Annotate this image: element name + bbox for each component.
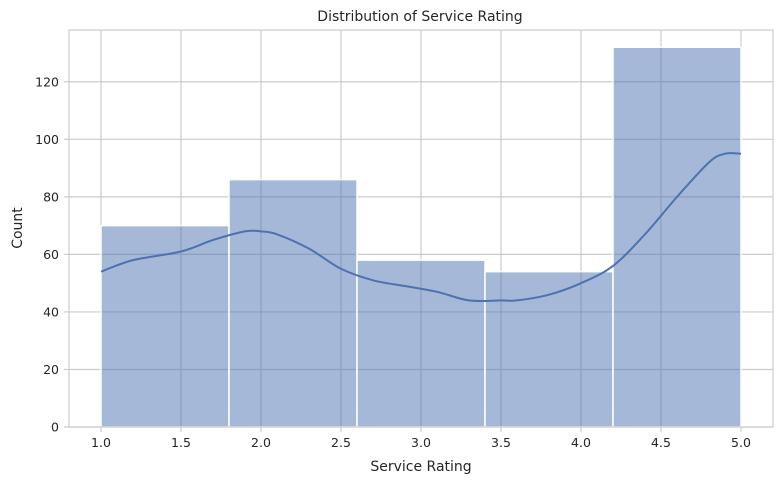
y-tick-label-1: 20 (43, 362, 59, 377)
x-tick-label-5: 3.5 (491, 435, 511, 450)
y-tick-label-6: 120 (35, 74, 59, 89)
x-tick-label-2: 2.0 (251, 435, 271, 450)
x-tick-label-6: 4.0 (571, 435, 591, 450)
histogram-bar-0 (100, 224, 230, 428)
x-tick-label-3: 2.5 (331, 435, 351, 450)
bars-layer (100, 46, 742, 428)
y-tick-label-3: 60 (43, 247, 59, 262)
x-tick-label-1: 1.5 (171, 435, 191, 450)
histogram-bar-1 (228, 178, 358, 428)
chart-title: Distribution of Service Rating (317, 9, 522, 25)
y-tick-label-2: 40 (43, 304, 59, 319)
histogram-bar-4 (612, 46, 742, 428)
kde-curve (100, 152, 742, 303)
histogram-bar-3 (484, 270, 614, 428)
x-tick-label-8: 5.0 (731, 435, 751, 450)
x-tick-label-0: 1.0 (91, 435, 111, 450)
x-tick-label-4: 3.0 (411, 435, 431, 450)
x-axis-label: Service Rating (370, 459, 471, 475)
y-tick-label-0: 0 (51, 420, 59, 435)
y-axis-label: Count (10, 207, 26, 249)
y-tick-label-4: 80 (43, 189, 59, 204)
x-tick-label-7: 4.5 (651, 435, 671, 450)
x-axis-ticks: 1.0 1.5 2.0 2.5 3.0 3.5 4.0 4.5 5.0 (91, 427, 751, 450)
y-tick-label-5: 100 (35, 132, 59, 147)
histogram-bar-2 (356, 259, 486, 428)
y-axis-ticks: 0 20 40 60 80 100 120 (35, 74, 69, 435)
